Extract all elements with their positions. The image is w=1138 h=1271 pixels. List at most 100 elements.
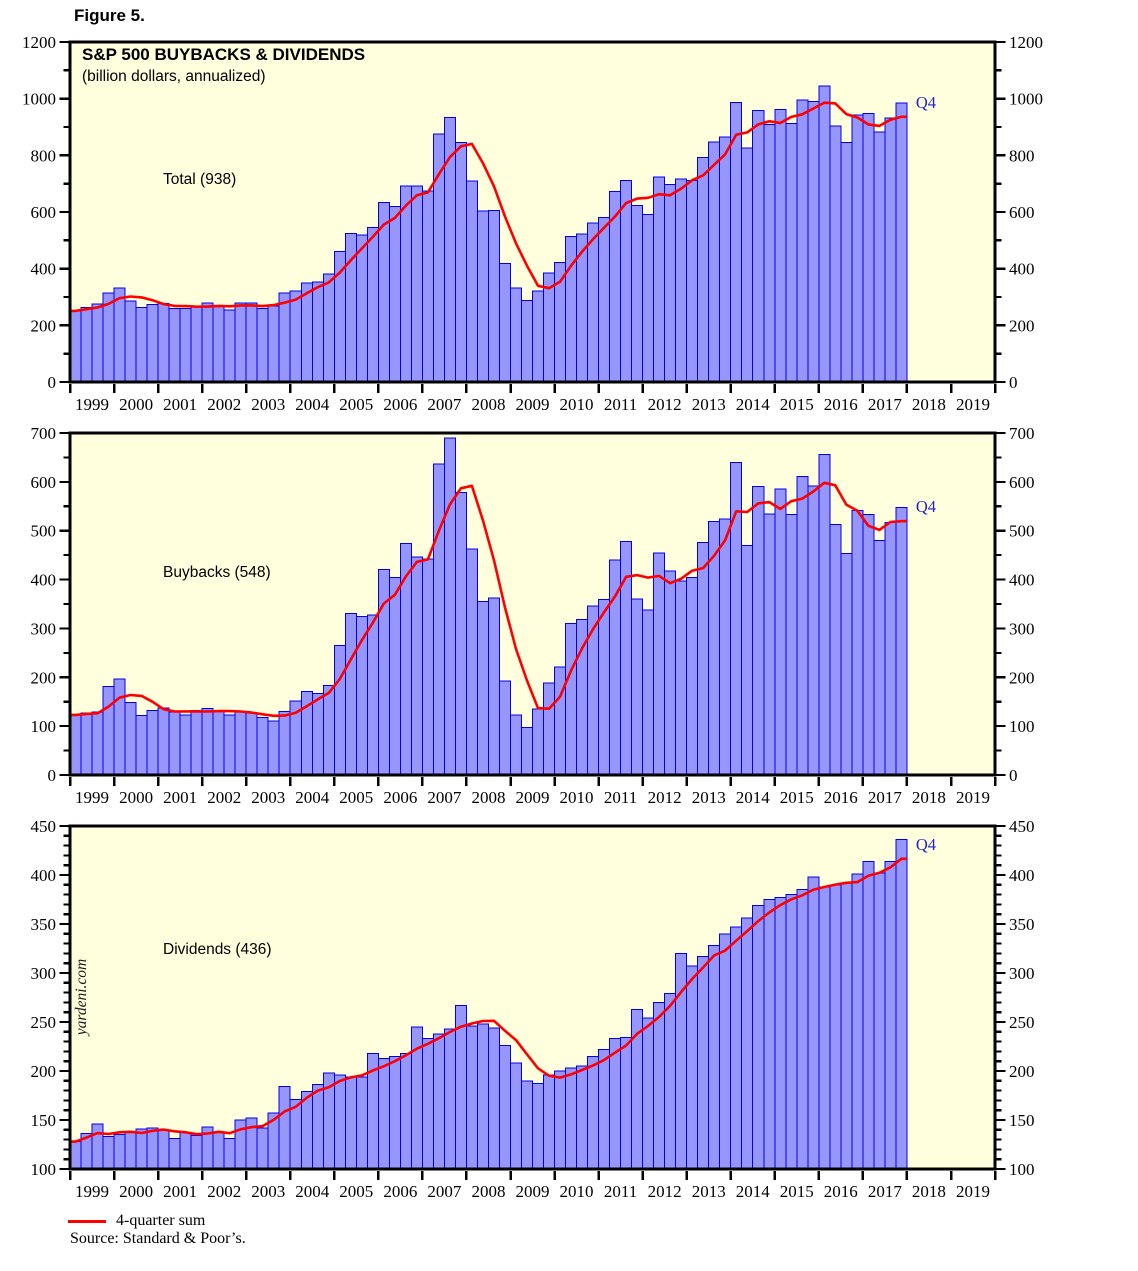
bar xyxy=(69,714,82,776)
bar xyxy=(697,156,710,383)
bar xyxy=(179,307,192,383)
bar xyxy=(509,714,522,776)
bar xyxy=(598,1048,611,1170)
bar xyxy=(168,1138,181,1170)
four-quarter-sum-line xyxy=(70,481,907,718)
bar xyxy=(840,142,853,383)
bar xyxy=(80,712,93,776)
year-label: 2013 xyxy=(692,788,726,807)
bar xyxy=(311,281,324,383)
y-label-left: 200 xyxy=(31,316,57,335)
y-label-left: 300 xyxy=(31,964,57,983)
bar xyxy=(642,609,655,776)
year-label: 2016 xyxy=(824,395,858,414)
bar xyxy=(509,1062,522,1170)
bar xyxy=(201,302,214,383)
legend-label: 4-quarter sum xyxy=(116,1212,206,1229)
bar xyxy=(763,513,776,776)
bar xyxy=(355,234,368,383)
four-quarter-sum-line xyxy=(70,857,907,1143)
year-label: 2003 xyxy=(251,395,285,414)
y-label-left: 600 xyxy=(31,473,57,492)
y-label-right: 0 xyxy=(1009,373,1018,392)
y-label-left: 300 xyxy=(31,619,57,638)
panel-dividends: 100 100 150 150 200 200 250 250 300 300 350 350 400 4… xyxy=(31,817,1035,1201)
year-label: 2014 xyxy=(736,395,771,414)
bar xyxy=(697,541,710,776)
bar xyxy=(686,965,699,1170)
bar xyxy=(796,475,809,776)
bar xyxy=(146,710,159,776)
bar xyxy=(157,303,170,383)
bar xyxy=(785,122,798,383)
bar xyxy=(124,1131,137,1170)
bar xyxy=(509,287,522,383)
y-label-left: 250 xyxy=(31,1013,57,1032)
bar xyxy=(289,1098,302,1170)
y-label-right: 200 xyxy=(1009,1062,1035,1081)
y-label-right: 400 xyxy=(1009,260,1035,279)
panel-buybacks: 0 0 100 100 200 200 300 300 400 400 500 500 600 600 70… xyxy=(31,424,1035,807)
bar xyxy=(278,292,291,383)
y-label-right: 400 xyxy=(1009,571,1035,590)
bar xyxy=(421,190,434,383)
year-label: 2008 xyxy=(472,1182,506,1201)
year-label: 2015 xyxy=(780,788,814,807)
bar xyxy=(730,926,743,1170)
bar xyxy=(763,899,776,1170)
y-label-left: 700 xyxy=(31,424,57,443)
year-label: 2002 xyxy=(207,1182,241,1201)
y-label-left: 150 xyxy=(31,1111,57,1130)
y-label-right: 800 xyxy=(1009,146,1035,165)
year-label: 2000 xyxy=(119,1182,153,1201)
bar xyxy=(642,213,655,383)
year-label: 2006 xyxy=(383,1182,417,1201)
panel-total: 0 0 200 200 400 400 600 600 800 800 1000 1000 1200 12… xyxy=(22,33,1043,414)
bar xyxy=(873,539,886,776)
bar xyxy=(487,597,500,776)
plot-frame xyxy=(68,824,997,1171)
year-label: 2019 xyxy=(956,1182,990,1201)
y-label-right: 100 xyxy=(1009,1160,1035,1179)
y-label-right: 100 xyxy=(1009,717,1035,736)
bar xyxy=(157,1129,170,1170)
watermark: yardeni.com xyxy=(73,959,90,1037)
y-label-left: 200 xyxy=(31,1062,57,1081)
year-label: 2009 xyxy=(516,395,550,414)
bar xyxy=(322,685,335,776)
year-label: 2002 xyxy=(207,395,241,414)
year-label: 2019 xyxy=(956,788,990,807)
bar xyxy=(520,727,533,776)
bar xyxy=(796,889,809,1170)
bar xyxy=(532,708,545,776)
bar xyxy=(829,884,842,1170)
year-label: 2001 xyxy=(163,1182,197,1201)
bar xyxy=(532,1083,545,1170)
bar xyxy=(388,206,401,383)
y-label-right: 350 xyxy=(1009,915,1035,934)
bar xyxy=(146,1127,159,1170)
bar xyxy=(719,136,732,383)
q4-end-label: Q4 xyxy=(916,497,936,516)
year-label: 2001 xyxy=(163,395,197,414)
series-label: Buybacks (548) xyxy=(163,564,271,581)
year-label: 2014 xyxy=(736,1182,771,1201)
bar xyxy=(851,873,864,1170)
year-label: 2003 xyxy=(251,788,285,807)
bar xyxy=(300,1091,313,1170)
y-label-left: 800 xyxy=(31,146,57,165)
bar xyxy=(487,1027,500,1170)
bar xyxy=(895,506,908,776)
bar xyxy=(443,437,456,776)
year-label: 2000 xyxy=(119,395,153,414)
year-label: 2003 xyxy=(251,1182,285,1201)
bar xyxy=(818,454,831,776)
y-label-right: 600 xyxy=(1009,203,1035,222)
y-label-left: 200 xyxy=(31,668,57,687)
bar xyxy=(476,1023,489,1170)
bar xyxy=(465,548,478,776)
bar xyxy=(543,272,556,383)
bar xyxy=(730,101,743,383)
year-label: 2000 xyxy=(119,788,153,807)
